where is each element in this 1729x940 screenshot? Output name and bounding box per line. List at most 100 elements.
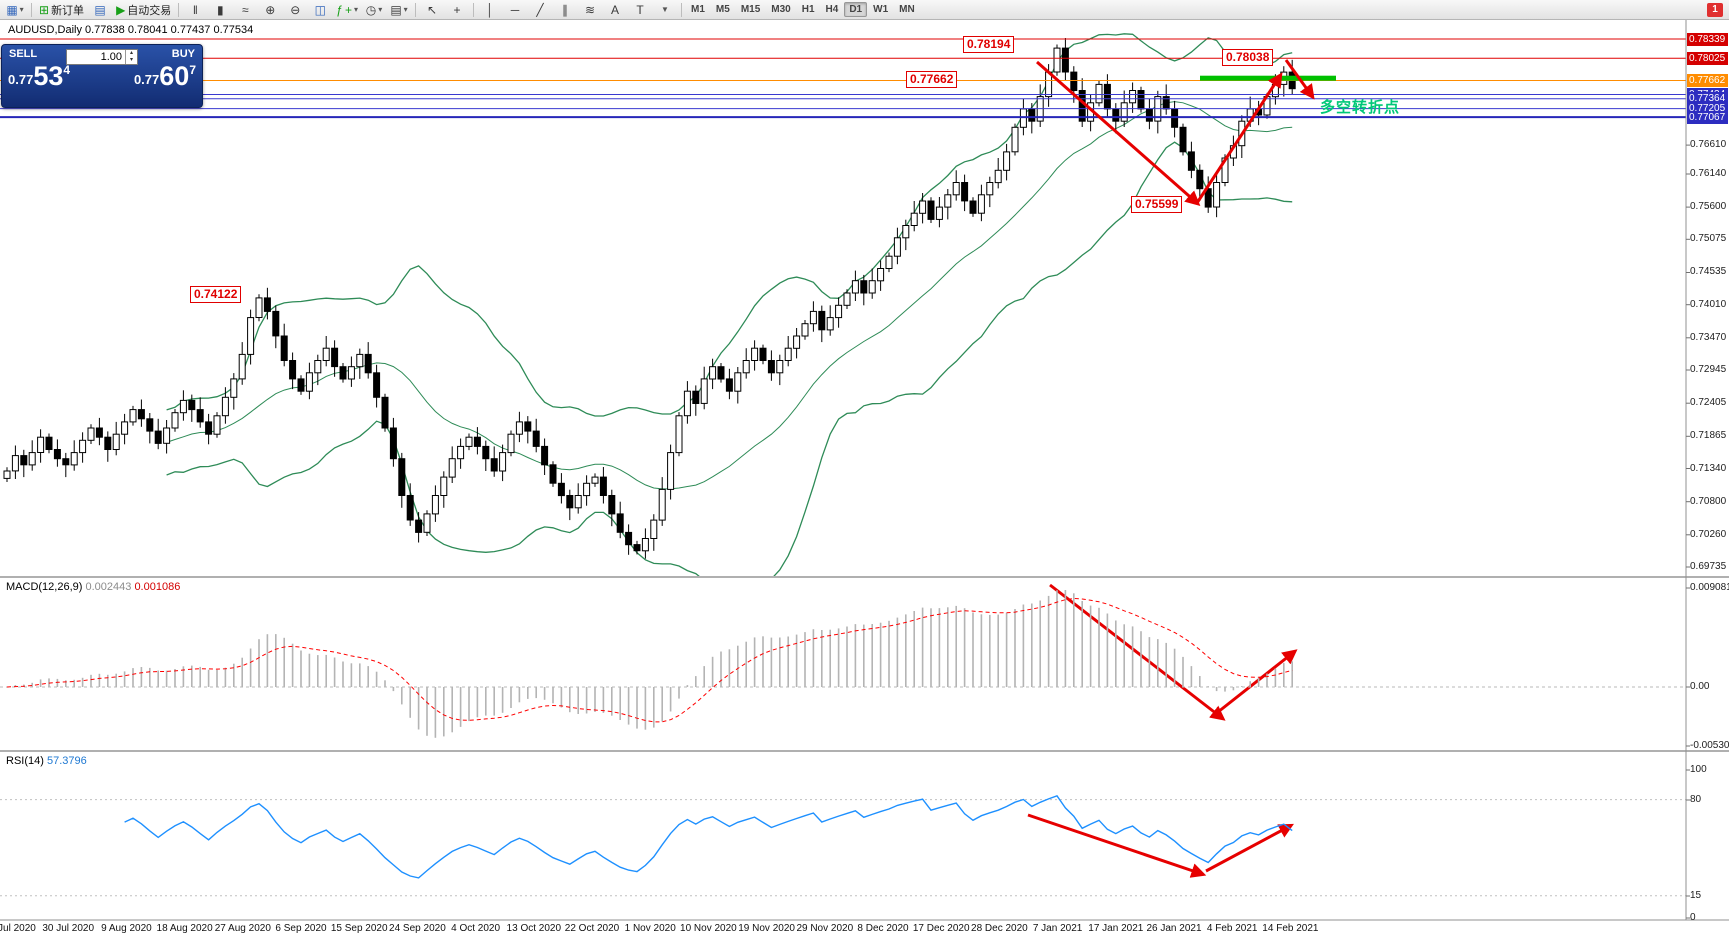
text-icon: A	[611, 2, 620, 17]
date-label: 8 Dec 2020	[857, 923, 909, 934]
date-label: 19 Nov 2020	[738, 923, 795, 934]
macd-main-value: 0.002443	[85, 581, 132, 593]
label-button[interactable]: T	[628, 0, 652, 19]
date-label: 6 Sep 2020	[275, 923, 327, 934]
date-label: 18 Aug 2020	[156, 923, 213, 934]
periods-button[interactable]: ◷ ▾	[362, 0, 386, 19]
date-label: 7 Jan 2021	[1032, 923, 1083, 934]
rsi-label: RSI(14) 57.3796	[6, 755, 87, 767]
vertical-line-button[interactable]: │	[478, 0, 502, 19]
timeframe-button-m15[interactable]: M15	[740, 4, 761, 15]
toolbar: ▦ ▾ ⊞ 新订单 ▤ ▶ 自动交易 ‖ ▮ ≈ ⊕ ⊖	[0, 0, 1729, 20]
macd-signal-value: 0.001086	[134, 581, 181, 593]
price-axis-label: 0.72945	[1690, 364, 1727, 376]
channel-icon: ∥	[562, 2, 569, 17]
channel-button[interactable]: ∥	[553, 0, 577, 19]
buy-price-main: 0.77	[133, 72, 160, 87]
rsi-axis-label: 80	[1690, 794, 1702, 805]
zoom-out-icon: ⊖	[290, 2, 301, 17]
chart-window-icon: ▤	[94, 2, 106, 17]
symbol-info: AUDUSD,Daily 0.77838 0.78041 0.77437 0.7…	[8, 24, 254, 36]
indicators-icon: ƒ	[336, 2, 343, 17]
new-order-label: 新订单	[51, 4, 85, 17]
buy-button[interactable]: 0.77 60 7	[134, 61, 196, 91]
vertical-line-icon: │	[486, 2, 494, 17]
autotrading-button[interactable]: ▶ 自动交易	[113, 0, 174, 19]
timeframe-button-h4[interactable]: H4	[825, 4, 839, 15]
toolbar-separator	[473, 2, 475, 17]
new-chart-button[interactable]: ▦ ▾	[3, 0, 27, 19]
date-label: 24 Sep 2020	[389, 923, 446, 934]
price-axis-badge: 0.78339	[1687, 32, 1728, 46]
price-annotation[interactable]: 0.75599	[1131, 196, 1183, 213]
price-axis-label: 0.70260	[1690, 528, 1727, 540]
price-annotation[interactable]: 0.77662	[906, 71, 958, 88]
toolbar-separator	[415, 2, 417, 17]
new-order-button[interactable]: ⊞ 新订单	[36, 0, 87, 19]
zoom-out-button[interactable]: ⊖	[283, 0, 307, 19]
rsi-axis-label: 0	[1690, 912, 1696, 923]
price-annotation[interactable]: 0.78038	[1222, 49, 1274, 66]
timeframe-button-m5[interactable]: M5	[715, 4, 730, 15]
timeframe-button-m30[interactable]: M30	[771, 4, 791, 15]
price-axis-label: 0.71865	[1690, 430, 1727, 442]
indicators-button[interactable]: ƒ + ▾	[333, 0, 361, 19]
cursor-icon: ↖	[426, 2, 438, 17]
price-axis-badge: 0.77662	[1687, 74, 1728, 88]
tile-windows-icon: ◫	[314, 2, 326, 17]
timeframe-button-h1[interactable]: H1	[801, 4, 815, 15]
date-label: 26 Jan 2021	[1146, 923, 1202, 934]
rsi-axis-label: 15	[1690, 890, 1702, 901]
sell-button[interactable]: 0.77 53 4	[8, 61, 70, 91]
fibonacci-button[interactable]: ≋	[578, 0, 602, 19]
line-chart-button[interactable]: ≈	[233, 0, 257, 19]
volume-input[interactable]: 1.00 ▴ ▾	[66, 49, 138, 65]
date-label: 4 Oct 2020	[451, 923, 501, 934]
volume-stepper[interactable]: ▴ ▾	[125, 50, 137, 64]
timeframe-button-mn[interactable]: MN	[899, 4, 915, 15]
horizontal-line-icon: ─	[510, 2, 520, 17]
text-button[interactable]: A	[603, 0, 627, 19]
candlestick-chart-button[interactable]: ▮	[208, 0, 232, 19]
timeframe-button-w1[interactable]: W1	[873, 4, 889, 15]
price-annotation[interactable]: 0.74122	[190, 286, 242, 303]
price-axis-label: 0.73470	[1690, 331, 1727, 343]
timeframe-button-d1[interactable]: D1	[844, 2, 868, 17]
volume-value[interactable]: 1.00	[100, 51, 122, 63]
spin-up-icon[interactable]: ▴	[129, 50, 133, 56]
timeframe-button-m1[interactable]: M1	[691, 4, 705, 15]
autotrading-play-icon: ▶	[116, 2, 126, 17]
toolbar-separator	[31, 2, 32, 17]
buy-price-big: 60	[159, 61, 190, 91]
trendline-button[interactable]: ╱	[528, 0, 552, 19]
macd-axis-label: -0.005306	[1690, 740, 1729, 751]
chart-window-button[interactable]: ▤	[88, 0, 112, 19]
shapes-button[interactable]: ▼	[653, 0, 677, 19]
toolbar-separator	[178, 2, 180, 17]
zoom-in-icon: ⊕	[265, 2, 276, 17]
date-label: 1 Nov 2020	[624, 923, 676, 934]
tile-windows-button[interactable]: ◫	[308, 0, 332, 19]
price-axis-label: 0.70800	[1690, 495, 1727, 507]
price-annotation[interactable]: 0.78194	[963, 36, 1015, 53]
notification-badge[interactable]: 1	[1707, 2, 1723, 17]
price-axis-label: 0.72405	[1690, 397, 1727, 409]
cursor-button[interactable]: ↖	[420, 0, 444, 19]
zoom-in-button[interactable]: ⊕	[258, 0, 282, 19]
date-label: 17 Dec 2020	[912, 923, 970, 934]
template-icon: ▤	[390, 2, 402, 17]
templates-button[interactable]: ▤ ▾	[387, 0, 411, 19]
sell-price-sup: 4	[63, 63, 71, 77]
sell-price-main: 0.77	[8, 72, 34, 87]
bar-chart-button[interactable]: ‖	[183, 0, 207, 19]
horizontal-line-button[interactable]: ─	[503, 0, 527, 19]
spin-down-icon[interactable]: ▾	[129, 57, 133, 63]
macd-label: MACD(12,26,9) 0.002443 0.001086	[6, 581, 180, 593]
price-axis-label: 0.76140	[1690, 167, 1727, 179]
date-label: 22 Oct 2020	[564, 923, 620, 934]
candlestick-chart-icon: ▮	[216, 2, 224, 17]
price-axis-label: 0.76610	[1690, 139, 1727, 151]
chevron-down-icon: ▾	[378, 5, 383, 14]
crosshair-button[interactable]: +	[445, 0, 469, 19]
